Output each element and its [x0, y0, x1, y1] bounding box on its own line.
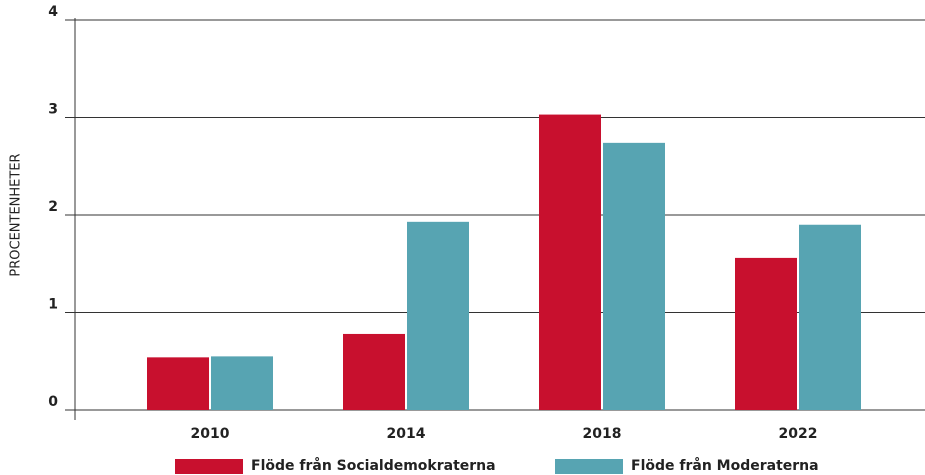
- y-tick-label: 1: [48, 297, 58, 313]
- y-tick-label: 4: [48, 4, 58, 20]
- legend-label: Flöde från Socialdemokraterna: [251, 457, 496, 474]
- bar: [407, 221, 469, 410]
- bar: [211, 356, 273, 410]
- x-tick-label: 2010: [191, 426, 230, 442]
- bar: [343, 333, 405, 410]
- x-tick-label: 2022: [779, 426, 818, 442]
- legend-swatch: [175, 459, 243, 474]
- bar: [147, 357, 209, 410]
- y-tick-label: 2: [48, 199, 58, 215]
- x-tick-label: 2014: [387, 426, 426, 442]
- y-tick-label: 0: [48, 394, 58, 410]
- x-tick-label: 2018: [583, 426, 622, 442]
- legend-label: Flöde från Moderaterna: [631, 457, 819, 474]
- bar: [735, 257, 797, 410]
- y-axis-label: PROCENTENHETER: [9, 153, 24, 276]
- bar: [539, 114, 601, 410]
- y-tick-label: 3: [48, 102, 58, 118]
- legend-swatch: [555, 459, 623, 474]
- bar: [603, 142, 665, 410]
- bar: [799, 224, 861, 410]
